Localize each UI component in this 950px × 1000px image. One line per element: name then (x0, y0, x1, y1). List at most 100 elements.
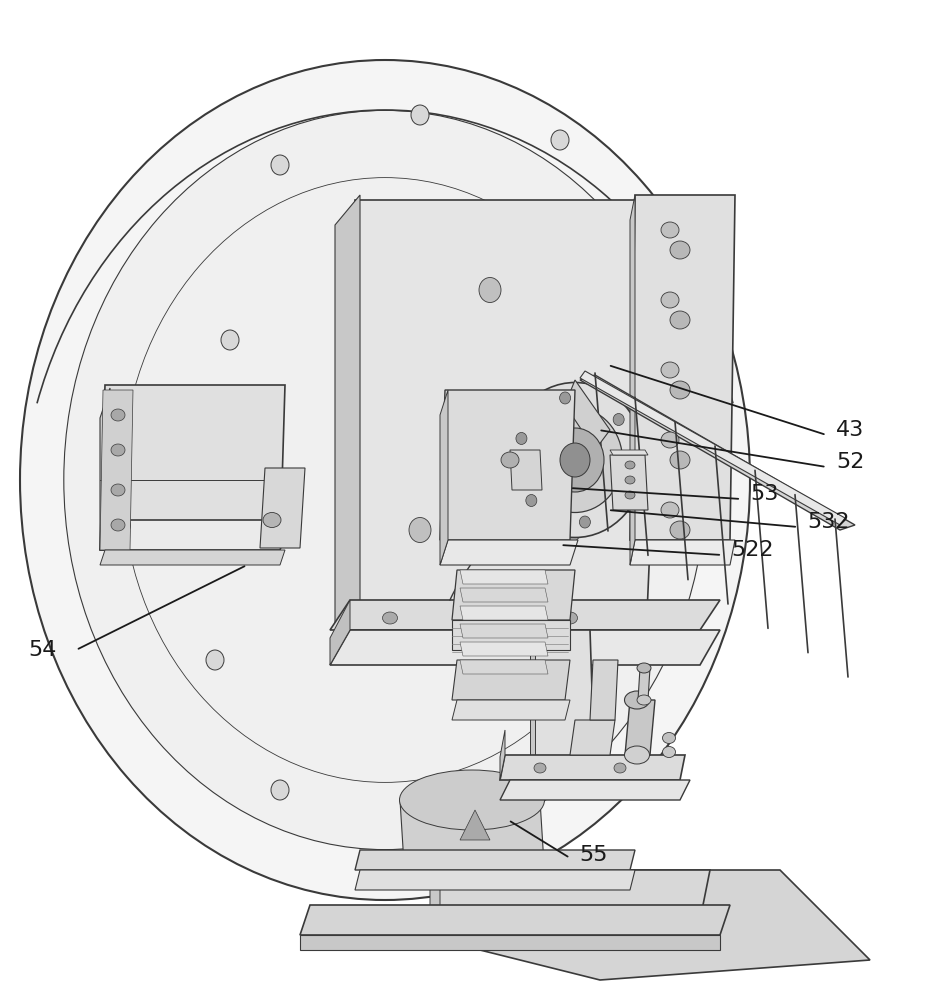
Ellipse shape (206, 650, 224, 670)
Text: 522: 522 (732, 540, 774, 560)
Ellipse shape (625, 476, 635, 484)
Text: 53: 53 (750, 484, 779, 504)
Ellipse shape (527, 408, 622, 512)
Polygon shape (610, 450, 648, 455)
Ellipse shape (613, 414, 624, 426)
Ellipse shape (661, 432, 679, 448)
Ellipse shape (637, 663, 651, 673)
Ellipse shape (560, 443, 590, 477)
Polygon shape (630, 540, 735, 565)
Polygon shape (460, 810, 490, 840)
Ellipse shape (637, 695, 651, 705)
Ellipse shape (501, 452, 519, 468)
Polygon shape (100, 390, 133, 550)
Polygon shape (330, 600, 720, 630)
Ellipse shape (271, 155, 289, 175)
Ellipse shape (661, 222, 679, 238)
Ellipse shape (526, 494, 537, 506)
Polygon shape (335, 630, 670, 660)
Ellipse shape (661, 502, 679, 518)
Polygon shape (330, 600, 350, 665)
Ellipse shape (271, 780, 289, 800)
Ellipse shape (661, 362, 679, 378)
Polygon shape (460, 624, 548, 638)
Ellipse shape (624, 691, 650, 709)
Polygon shape (440, 390, 575, 540)
Polygon shape (580, 371, 845, 525)
Ellipse shape (661, 292, 679, 308)
Polygon shape (580, 375, 855, 530)
Ellipse shape (624, 746, 650, 764)
Ellipse shape (20, 60, 750, 900)
Text: 532: 532 (808, 512, 850, 532)
Polygon shape (625, 700, 655, 755)
Ellipse shape (263, 512, 281, 528)
Ellipse shape (383, 612, 397, 624)
Ellipse shape (516, 432, 527, 444)
Polygon shape (430, 870, 440, 940)
Polygon shape (330, 630, 720, 665)
Polygon shape (460, 642, 548, 656)
Ellipse shape (534, 763, 546, 773)
Polygon shape (500, 730, 505, 780)
Polygon shape (510, 450, 542, 490)
Ellipse shape (105, 439, 130, 461)
Polygon shape (452, 660, 570, 700)
Ellipse shape (580, 516, 590, 528)
Polygon shape (100, 520, 290, 550)
Polygon shape (500, 755, 685, 780)
Polygon shape (260, 468, 305, 548)
Ellipse shape (562, 612, 578, 624)
Polygon shape (638, 668, 650, 700)
Text: 54: 54 (28, 640, 57, 660)
Ellipse shape (421, 860, 439, 880)
Ellipse shape (411, 105, 429, 125)
Ellipse shape (105, 404, 130, 426)
Polygon shape (355, 850, 635, 870)
Ellipse shape (64, 110, 706, 850)
Polygon shape (300, 905, 730, 935)
Ellipse shape (670, 521, 690, 539)
Polygon shape (355, 870, 635, 890)
Polygon shape (460, 570, 548, 584)
Ellipse shape (559, 518, 581, 542)
Polygon shape (440, 390, 448, 565)
Ellipse shape (111, 519, 125, 531)
Ellipse shape (111, 484, 125, 496)
Ellipse shape (623, 476, 634, 488)
Ellipse shape (670, 241, 690, 259)
Polygon shape (460, 606, 548, 620)
Polygon shape (565, 380, 610, 450)
Ellipse shape (463, 612, 478, 624)
Ellipse shape (105, 514, 130, 536)
Ellipse shape (625, 491, 635, 499)
Polygon shape (610, 455, 648, 510)
Ellipse shape (111, 409, 125, 421)
Ellipse shape (560, 392, 571, 404)
Polygon shape (452, 570, 575, 620)
Ellipse shape (551, 130, 569, 150)
Ellipse shape (625, 461, 635, 469)
Polygon shape (430, 920, 700, 940)
Polygon shape (452, 700, 570, 720)
Polygon shape (440, 540, 578, 565)
Ellipse shape (670, 381, 690, 399)
Ellipse shape (400, 770, 544, 830)
Ellipse shape (105, 479, 130, 501)
Polygon shape (630, 195, 735, 540)
Ellipse shape (662, 746, 675, 758)
Ellipse shape (479, 277, 501, 302)
Polygon shape (460, 660, 548, 674)
Ellipse shape (670, 311, 690, 329)
Ellipse shape (181, 500, 199, 520)
Ellipse shape (479, 418, 501, 442)
Polygon shape (440, 870, 870, 980)
Ellipse shape (611, 240, 629, 260)
Polygon shape (100, 385, 285, 550)
Polygon shape (452, 620, 570, 650)
Text: 55: 55 (580, 845, 608, 865)
Polygon shape (100, 388, 110, 550)
Ellipse shape (221, 330, 239, 350)
Ellipse shape (546, 428, 604, 492)
Polygon shape (530, 630, 535, 780)
